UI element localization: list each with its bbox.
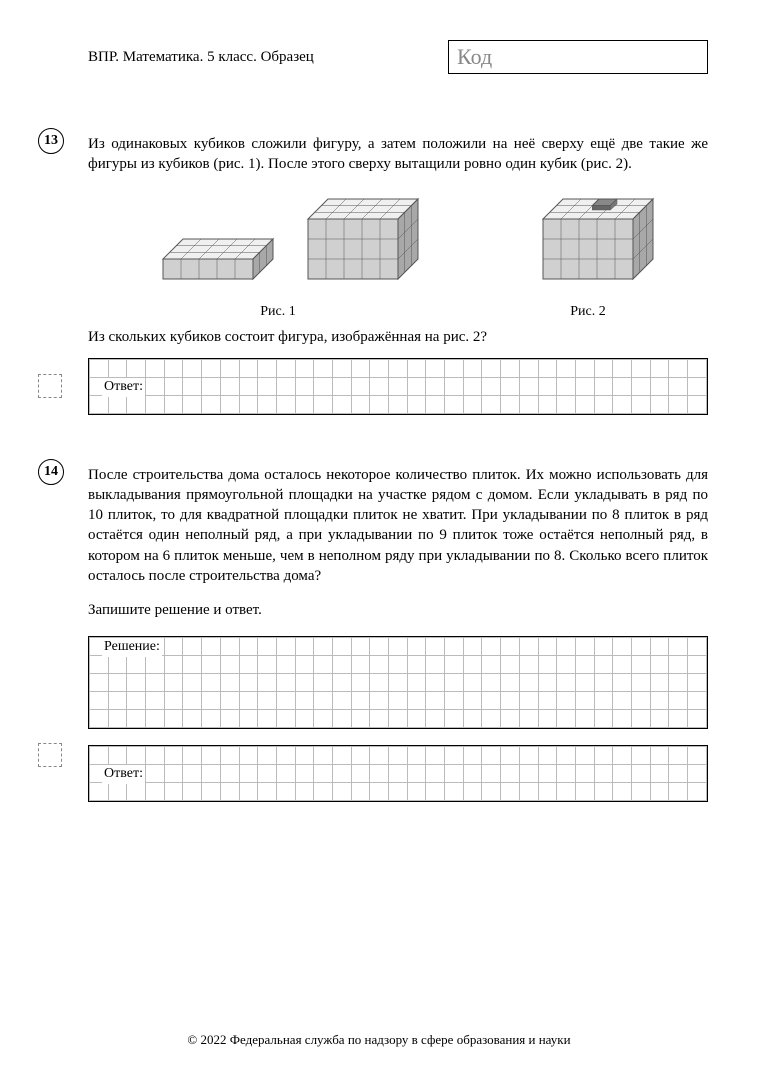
figure-2-caption: Рис. 2 xyxy=(513,303,663,322)
task-number-badge: 13 xyxy=(38,128,64,154)
task-14-solution-grid[interactable] xyxy=(88,636,708,729)
task-13-body: Из одинаковых кубиков сложили фигуру, а … xyxy=(88,134,708,415)
task-14-text-1: После строительства дома осталось некото… xyxy=(88,465,708,587)
task-13-answer-grid[interactable] xyxy=(88,358,708,415)
task-14: 14 После строительства дома осталось нек… xyxy=(88,465,708,803)
task-13-answer-label: Ответ: xyxy=(102,378,145,397)
score-box[interactable] xyxy=(38,374,62,398)
task-14-solution-grid-wrap: Решение: xyxy=(88,636,708,729)
task-13: 13 Из одинаковых кубиков сложили фигуру,… xyxy=(88,134,708,415)
score-box[interactable] xyxy=(38,743,62,767)
task-14-body: После строительства дома осталось некото… xyxy=(88,465,708,803)
task-13-answer-grid-wrap: Ответ: xyxy=(88,358,708,415)
code-input-box[interactable]: Код xyxy=(448,40,708,74)
header-title: ВПР. Математика. 5 класс. Образец xyxy=(50,49,314,66)
figure-2-svg xyxy=(513,189,663,299)
task-14-answer-label: Ответ: xyxy=(102,765,145,784)
figure-1: Рис. 1 xyxy=(133,189,423,322)
task-14-answer-grid[interactable] xyxy=(88,745,708,802)
task-14-answer-grid-wrap: Ответ: xyxy=(88,745,708,802)
task-number-badge: 14 xyxy=(38,459,64,485)
page: ВПР. Математика. 5 класс. Образец Код 13… xyxy=(0,0,758,1078)
task-14-solution-label: Решение: xyxy=(102,638,162,657)
footer: © 2022 Федеральная служба по надзору в с… xyxy=(0,1032,758,1048)
figure-2: Рис. 2 xyxy=(513,189,663,322)
figure-1-caption: Рис. 1 xyxy=(133,303,423,322)
task-13-figures: Рис. 1 xyxy=(88,189,708,322)
task-14-text-2: Запишите решение и ответ. xyxy=(88,600,708,620)
task-13-text-2: Из скольких кубиков состоит фигура, изоб… xyxy=(88,327,708,347)
code-label: Код xyxy=(457,44,492,70)
task-13-text-1: Из одинаковых кубиков сложили фигуру, а … xyxy=(88,134,708,175)
figure-1-svg xyxy=(133,189,423,299)
header-row: ВПР. Математика. 5 класс. Образец Код xyxy=(50,40,708,74)
